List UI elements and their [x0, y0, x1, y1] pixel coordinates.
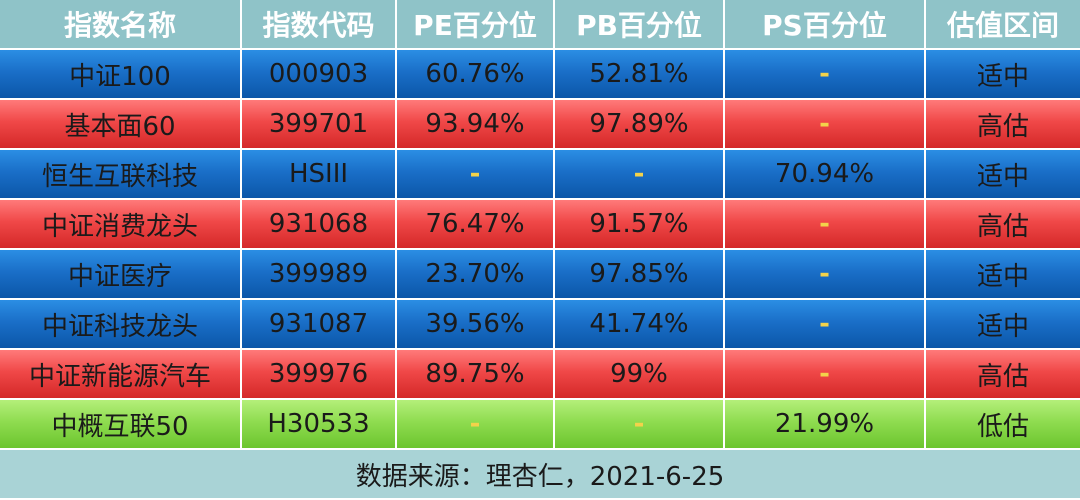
header-index-code: 指数代码	[242, 0, 397, 50]
row-4-index-code: 399989	[242, 250, 397, 300]
row-2-valuation: 适中	[926, 150, 1080, 200]
row-2-pe: -	[397, 150, 555, 200]
row-3-valuation: 高估	[926, 200, 1080, 250]
row-3-index-name: 中证消费龙头	[0, 200, 242, 250]
row-2-index-name: 恒生互联科技	[0, 150, 242, 200]
row-1-valuation: 高估	[926, 100, 1080, 150]
row-5-index-code: 931087	[242, 300, 397, 350]
row-0-valuation: 适中	[926, 50, 1080, 100]
row-7-valuation: 低估	[926, 400, 1080, 450]
row-6-ps: -	[725, 350, 926, 400]
row-1-pe: 93.94%	[397, 100, 555, 150]
row-3-pe: 76.47%	[397, 200, 555, 250]
row-6-index-name: 中证新能源汽车	[0, 350, 242, 400]
row-6-pe: 89.75%	[397, 350, 555, 400]
row-7-ps: 21.99%	[725, 400, 926, 450]
row-0-pe: 60.76%	[397, 50, 555, 100]
row-3-index-code: 931068	[242, 200, 397, 250]
row-0-pb: 52.81%	[555, 50, 725, 100]
row-4-ps: -	[725, 250, 926, 300]
header-pb-percentile: PB百分位	[555, 0, 725, 50]
header-valuation-range: 估值区间	[926, 0, 1080, 50]
row-4-pb: 97.85%	[555, 250, 725, 300]
row-6-valuation: 高估	[926, 350, 1080, 400]
row-1-index-code: 399701	[242, 100, 397, 150]
row-4-index-name: 中证医疗	[0, 250, 242, 300]
row-7-index-name: 中概互联50	[0, 400, 242, 450]
row-5-index-name: 中证科技龙头	[0, 300, 242, 350]
row-2-ps: 70.94%	[725, 150, 926, 200]
header-ps-percentile: PS百分位	[725, 0, 926, 50]
data-source-note: 数据来源：理杏仁，2021-6-25	[0, 450, 1080, 500]
row-3-pb: 91.57%	[555, 200, 725, 250]
row-7-pe: -	[397, 400, 555, 450]
row-4-pe: 23.70%	[397, 250, 555, 300]
row-1-ps: -	[725, 100, 926, 150]
row-1-index-name: 基本面60	[0, 100, 242, 150]
row-7-pb: -	[555, 400, 725, 450]
header-index-name: 指数名称	[0, 0, 242, 50]
row-5-pe: 39.56%	[397, 300, 555, 350]
row-0-index-name: 中证100	[0, 50, 242, 100]
row-2-pb: -	[555, 150, 725, 200]
row-5-ps: -	[725, 300, 926, 350]
row-3-ps: -	[725, 200, 926, 250]
header-pe-percentile: PE百分位	[397, 0, 555, 50]
row-4-valuation: 适中	[926, 250, 1080, 300]
row-5-valuation: 适中	[926, 300, 1080, 350]
row-0-ps: -	[725, 50, 926, 100]
row-6-pb: 99%	[555, 350, 725, 400]
row-5-pb: 41.74%	[555, 300, 725, 350]
row-0-index-code: 000903	[242, 50, 397, 100]
row-1-pb: 97.89%	[555, 100, 725, 150]
row-2-index-code: HSIII	[242, 150, 397, 200]
row-6-index-code: 399976	[242, 350, 397, 400]
row-7-index-code: H30533	[242, 400, 397, 450]
